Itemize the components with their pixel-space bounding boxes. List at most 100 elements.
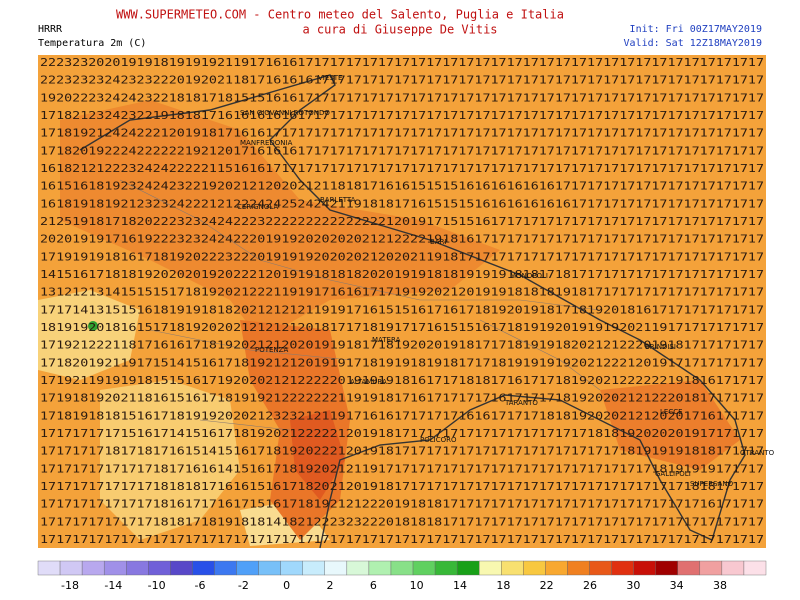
grid-row: 1719212221181716161718192021212020191918… [40, 339, 764, 352]
city-labels: VIESTE SAN GIOVANNI ROTONDO MANFREDONIA CER… [237, 74, 775, 488]
legend-swatch [677, 560, 701, 576]
city-label: BARLETTA [320, 196, 356, 204]
legend-label: 22 [540, 579, 554, 592]
warm-patch [100, 380, 240, 540]
legend-swatch [501, 560, 524, 576]
city-label: POTENZA [255, 346, 288, 354]
legend-label: 38 [713, 579, 727, 592]
legend-swatch [214, 560, 237, 576]
city-label: BRINDISI [645, 343, 676, 351]
legend-swatch [390, 560, 414, 576]
city-label: MATERA [372, 336, 401, 344]
city-label: VIESTE [318, 74, 342, 82]
legend-swatch [37, 560, 61, 576]
grid-row: 1717171718171817161514151617181920222120… [40, 445, 764, 458]
grid-row: 2125191817182022232324242223222222222222… [40, 215, 764, 228]
legend-label: 26 [583, 579, 597, 592]
valid-time: Valid: Sat 12Z18MAY2019 [624, 38, 762, 49]
header-title: WWW.SUPERMETEO.COM - Centro meteo del Sa… [116, 8, 564, 22]
grid-row: 1717141315151618191918182021212121191917… [40, 303, 764, 316]
grid-row: 1618212122232424222221151616171717171717… [40, 162, 764, 175]
legend-swatch [258, 560, 281, 576]
city-label: LECCE [660, 408, 683, 416]
city-label: SUPERSANO [690, 480, 734, 488]
grid-row: 1718212324232219181817161616161617171717… [40, 109, 764, 122]
legend-swatch [611, 560, 634, 576]
legend-swatch [280, 560, 303, 576]
city-label: CERIGNOLA [237, 203, 278, 211]
grid-row: 1718191818151617181919202021232321211917… [40, 409, 764, 422]
grid-row: 1717171717151617141516171819202122222120… [40, 427, 764, 440]
grid-row: 1615161819232424232219202121202021211818… [40, 180, 764, 193]
hot-band [600, 380, 740, 470]
grid-row: 1719181920211816151617181919212222222119… [40, 392, 764, 405]
legend-label: 6 [370, 579, 377, 592]
grid-row: 2223232324232322201920211817161616171717… [40, 74, 764, 87]
legend-label: 30 [626, 579, 640, 592]
legend-swatch [456, 560, 480, 576]
variable-name: Temperatura 2m (C) [38, 38, 146, 49]
legend-swatch [81, 560, 105, 576]
hot-band [60, 100, 500, 340]
legend-swatch [523, 560, 546, 576]
grid-row: 1717171717171718181817161615161718202120… [40, 480, 764, 493]
legend-swatch [434, 560, 458, 576]
legend-swatch [126, 560, 149, 576]
legend-label: 14 [453, 579, 467, 592]
grid-row: 1819192018161517181920202121212120181717… [40, 321, 764, 334]
legend-swatch [545, 560, 568, 576]
city-label: POLICORO [420, 436, 457, 444]
legend-swatch [655, 560, 678, 576]
grid-row: 1717171717171718181718191818141821222323… [40, 515, 764, 528]
model-name: HRRR [38, 24, 63, 35]
legend-swatch [148, 560, 171, 576]
value-grid: 2223232020191918191919211917161617171717… [40, 56, 764, 546]
grid-row: 1719191918161718192022232220191919202020… [40, 250, 764, 263]
grid-row: 1719211919191815151617192020212122222019… [40, 374, 764, 387]
grid-row: 1718201921191715141516171819212120191917… [40, 356, 764, 369]
legend-swatch [192, 560, 215, 576]
map [38, 55, 766, 549]
city-label: MONOPOLI [510, 272, 548, 280]
grid-row: 1312121314151515171819202122211919171616… [40, 286, 764, 299]
province-border [119, 179, 601, 431]
grid-row: 1717171717171718161717161715161718192121… [40, 498, 764, 511]
legend-swatch [412, 560, 436, 576]
legend-swatch [721, 560, 745, 576]
grid-row: 2223232020191918191919211917161617171717… [40, 56, 764, 69]
legend-swatch [59, 560, 83, 576]
grid-row: 1415161718181920202019202221201919181818… [40, 268, 764, 281]
legend-swatch [324, 560, 348, 576]
header-subtitle: a cura di Giuseppe De Vitis [302, 23, 497, 37]
grid-row: 2020191917161922232324242220191920202020… [40, 233, 764, 246]
legend-label: 18 [496, 579, 510, 592]
grid-row: 1718201922242222221921201716161617171717… [40, 144, 764, 157]
city-label: TARANTO [504, 399, 538, 407]
legend-label: -10 [148, 579, 166, 592]
grid-row: 1717171717171718171616141516171819202121… [40, 462, 764, 475]
legend-label: 0 [283, 579, 290, 592]
legend-label: 2 [327, 579, 334, 592]
legend-swatch [368, 560, 392, 576]
legend-swatch [103, 560, 127, 576]
legend-swatch [302, 560, 325, 576]
grid-row: 1718192124242221201918171616171717171717… [40, 127, 764, 140]
grid-row: 1618191819212323242221212224242524242119… [40, 197, 764, 210]
legend-swatch [743, 560, 767, 576]
legend-swatch [699, 560, 723, 576]
warm-patch [38, 290, 140, 380]
legend-label: 10 [410, 579, 424, 592]
city-label: BARI [430, 238, 447, 246]
city-label: SAN GIOVANNI ROTONDO [240, 109, 330, 117]
grid-row: 1717171717171717171717171717171717171717… [40, 533, 764, 546]
legend-label: -14 [104, 579, 122, 592]
legend-swatch [170, 560, 193, 576]
very-hot-patch [290, 410, 345, 500]
city-label: ALTAMURA [350, 378, 387, 386]
coastline [79, 74, 746, 549]
city-label: GALLIPOLI [655, 470, 691, 478]
legend-swatch [589, 560, 612, 576]
city-label: OTRANTO [740, 449, 775, 457]
grid-row: 1920222324242322181817181515161617171717… [40, 91, 764, 104]
color-legend: -18 -14 -10 -6 -2 0 2 6 10 14 18 22 26 30 34 38 [37, 560, 767, 592]
